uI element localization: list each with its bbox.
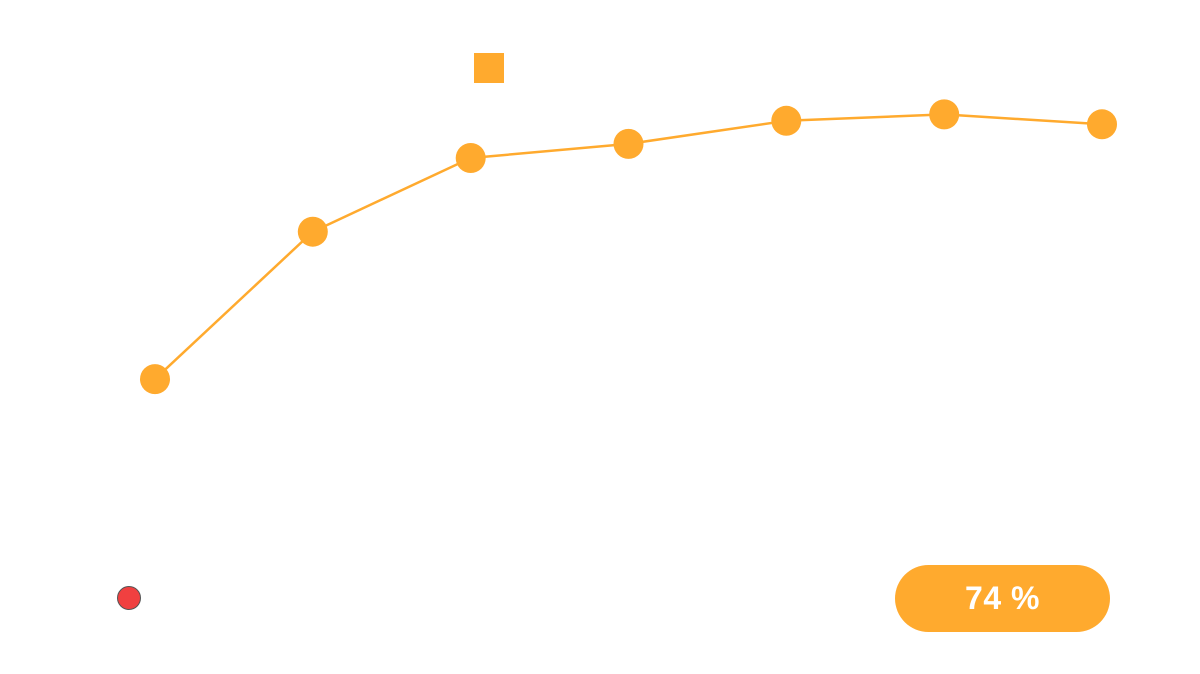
percent-badge-label: 74 % xyxy=(965,580,1040,616)
data-point xyxy=(297,216,328,247)
data-point xyxy=(1087,109,1117,140)
data-point xyxy=(929,99,960,130)
series-layer xyxy=(140,99,1117,395)
data-point xyxy=(771,105,802,136)
data-point xyxy=(140,364,170,395)
percent-badge: 74 % xyxy=(895,565,1110,632)
legend-swatch xyxy=(474,53,504,83)
data-point xyxy=(613,128,644,159)
data-point xyxy=(455,143,486,173)
red-dot-icon xyxy=(117,586,141,610)
